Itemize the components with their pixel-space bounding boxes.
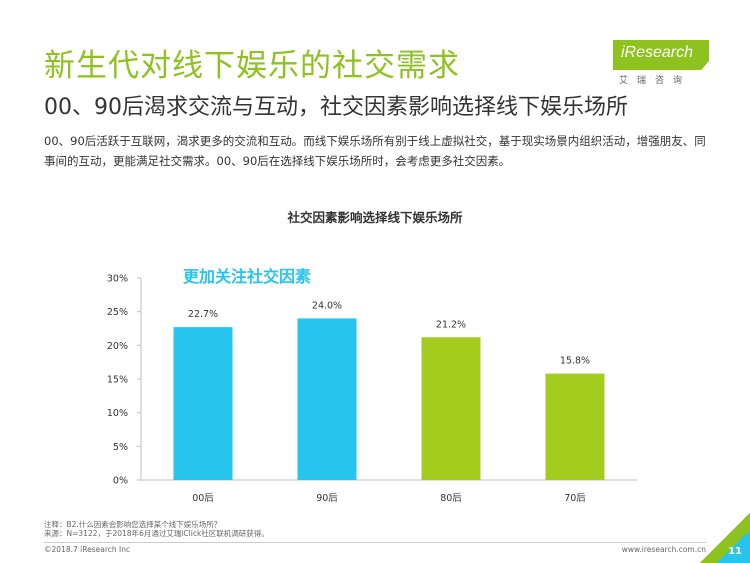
bar	[297, 318, 357, 480]
iresearch-logo: iResearch 艾瑞咨询	[613, 38, 713, 88]
y-tick-label: 10%	[107, 408, 128, 419]
logo-subtitle: 艾瑞咨询	[619, 76, 692, 86]
bar-value-label: 15.8%	[560, 356, 590, 367]
footer-divider	[44, 542, 706, 543]
footnote-source: 来源：N=3122，于2018年6月通过艾瑞iClick社区联机调研获得。	[44, 529, 269, 538]
x-tick-label: 70后	[564, 493, 586, 504]
y-tick-label: 20%	[107, 341, 128, 352]
page-number: 11	[728, 546, 742, 557]
page-title: 新生代对线下娱乐的社交需求	[44, 48, 460, 84]
copyright: ©2018.7 iResearch Inc	[44, 545, 131, 554]
bars: 22.7% 00后 24.0% 90后 21.2% 80后 15.8% 70后	[173, 300, 605, 504]
y-tick-label: 25%	[107, 307, 128, 318]
corner-decoration-blue	[714, 533, 750, 563]
bar	[173, 327, 233, 480]
chart-annotation: 更加关注社交因素	[183, 267, 311, 286]
y-axis: 0% 5% 10% 15% 20% 25% 30%	[107, 274, 637, 487]
website-url: www.iresearch.com.cn	[621, 545, 706, 554]
y-tick-label: 30%	[107, 274, 128, 285]
footnote-question: 注释：B2.什么因素会影响您选择某个线下娱乐场所？	[44, 520, 222, 529]
bar	[421, 337, 481, 480]
page-subtitle: 00、90后渴求交流与互动，社交因素影响选择线下娱乐场所	[44, 95, 628, 120]
bar-value-label: 21.2%	[436, 319, 466, 330]
chart-title: 社交因素影响选择线下娱乐场所	[287, 210, 463, 225]
y-tick-label: 15%	[107, 375, 128, 386]
x-tick-label: 00后	[192, 493, 214, 504]
y-tick-label: 0%	[113, 476, 128, 487]
x-tick-label: 90后	[316, 493, 338, 504]
logo-name: iResearch	[621, 44, 694, 61]
y-tick-label: 5%	[113, 442, 128, 453]
bar-value-label: 22.7%	[188, 309, 218, 320]
logo-badge	[613, 40, 709, 70]
footnotes: 注释：B2.什么因素会影响您选择某个线下娱乐场所？ 来源：N=3122，于201…	[44, 520, 269, 538]
x-tick-label: 80后	[440, 493, 462, 504]
page-description: 00、90后活跃于互联网，渴求更多的交流和互动。而线下娱乐场所有别于线上虚拟社交…	[44, 134, 706, 168]
bar	[545, 373, 605, 480]
bar-value-label: 24.0%	[312, 300, 342, 311]
